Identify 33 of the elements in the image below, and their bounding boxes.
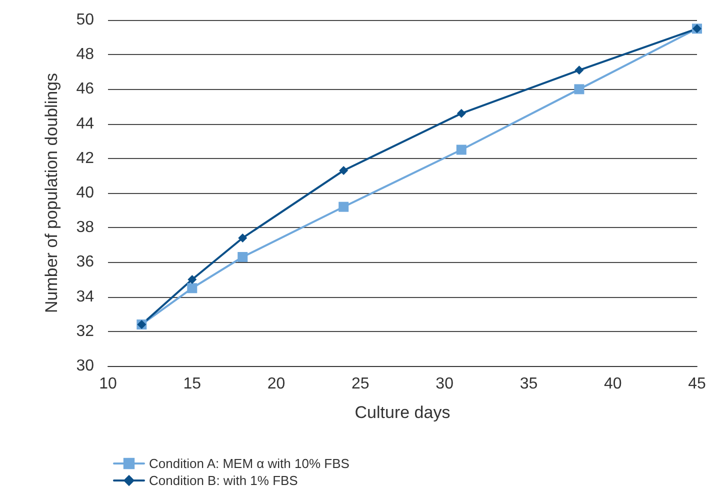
y-tick-label: 32 <box>76 322 94 340</box>
x-tick-label: 45 <box>688 376 706 392</box>
y-tick-label: 50 <box>76 12 94 28</box>
y-tick-label: 44 <box>76 115 94 132</box>
y-tick-label: 40 <box>76 184 94 202</box>
point <box>188 275 197 284</box>
legend-label: Condition B: with 1% FBS <box>149 473 298 488</box>
y-tick-label: 38 <box>76 219 94 236</box>
x-tick-label: 10 <box>99 376 117 392</box>
y-tick-label: 36 <box>76 254 94 271</box>
x-tick-label: 15 <box>183 376 202 392</box>
x-tick-label: 30 <box>436 376 454 392</box>
x-tick-label: 20 <box>267 376 286 392</box>
y-tick-label: 30 <box>76 358 94 374</box>
legend-label: Condition A: MEM α with 10% FBS <box>149 456 350 471</box>
point <box>238 233 248 242</box>
y-tick-label: 42 <box>76 150 94 167</box>
point <box>338 202 349 212</box>
y-tick-label: 48 <box>76 46 94 64</box>
x-tick-label: 35 <box>520 376 538 392</box>
point <box>574 84 584 94</box>
point <box>574 66 584 75</box>
point <box>238 252 248 262</box>
x-tick-label: 25 <box>352 376 370 392</box>
y-tick-label: 34 <box>76 288 94 306</box>
x-axis-title: Culture days <box>354 403 450 422</box>
point <box>339 166 348 176</box>
y-axis-title: Number of population doublings <box>42 72 61 314</box>
point <box>187 283 198 294</box>
x-tick-label: 40 <box>604 376 622 392</box>
point <box>456 144 466 155</box>
point <box>456 108 466 118</box>
y-tick-label: 46 <box>76 80 94 98</box>
